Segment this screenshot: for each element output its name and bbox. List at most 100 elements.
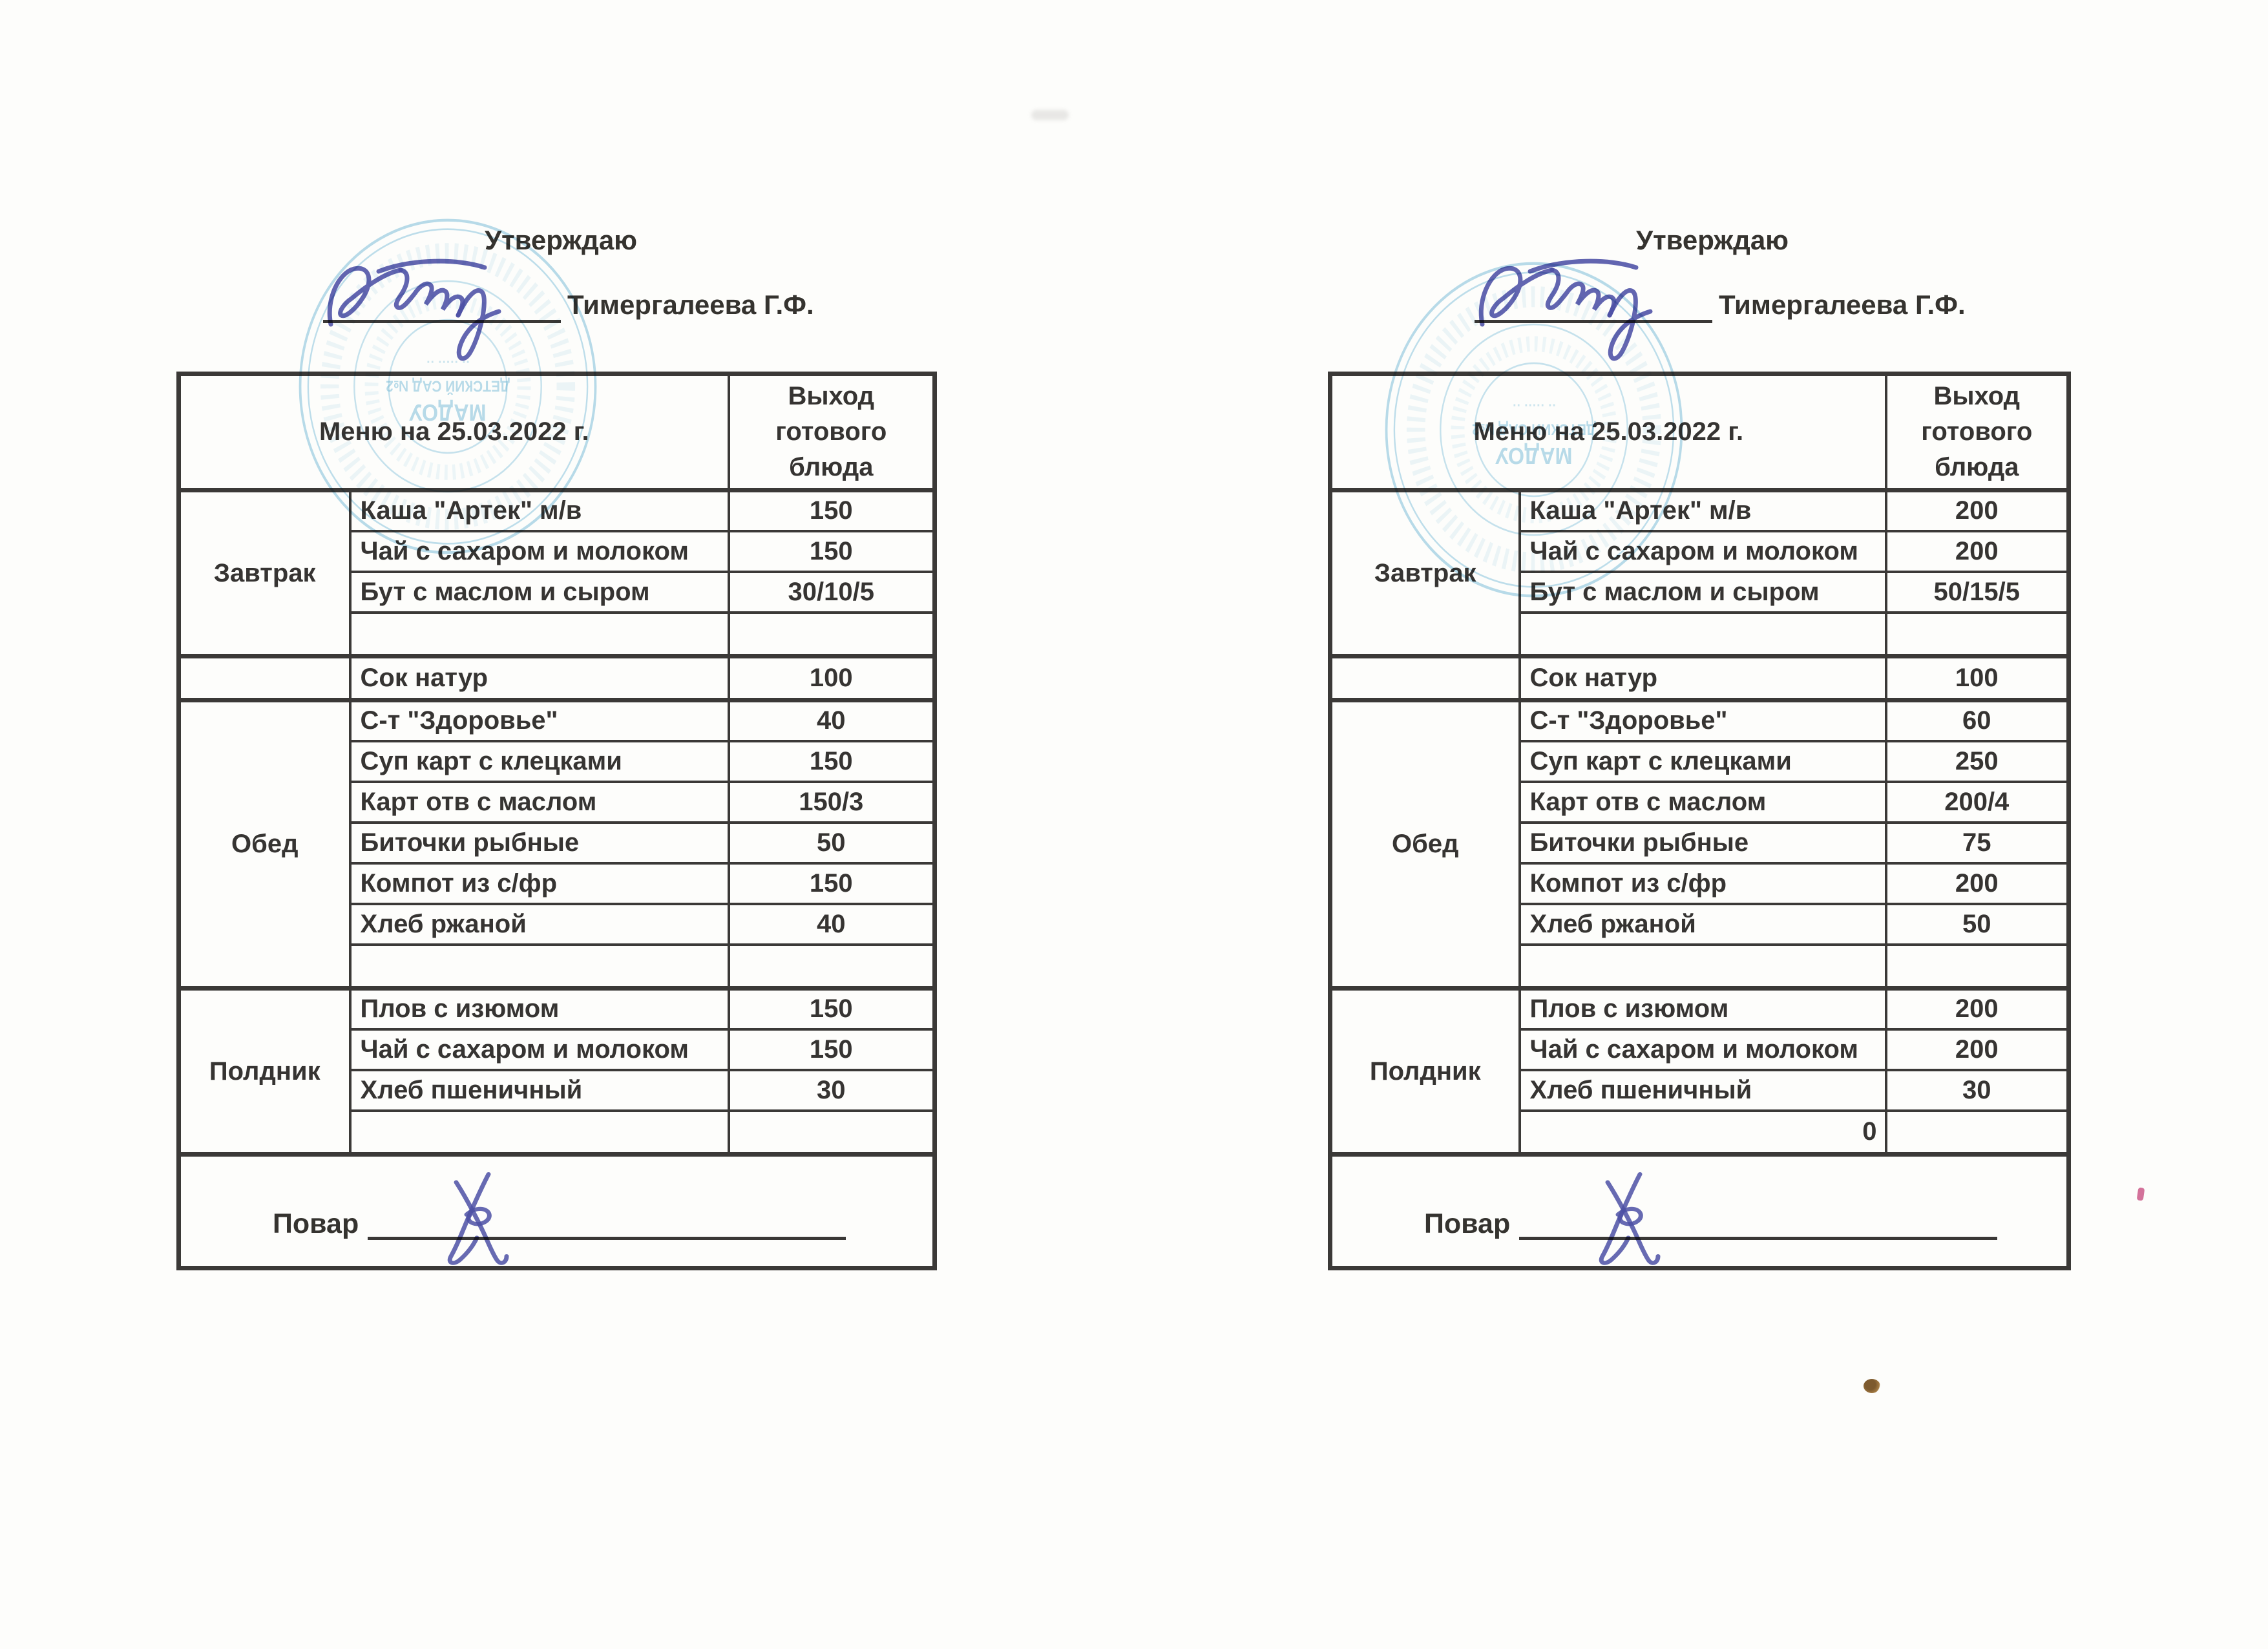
dish-cell: Хлеб ржаной bbox=[348, 902, 730, 946]
dish-cell: Чай с сахаром и молоком bbox=[348, 529, 730, 573]
table-row: Суп карт с клецками 150 bbox=[179, 739, 936, 783]
dish-cell bbox=[1518, 611, 1887, 658]
table-row: Чай с сахаром и молоком 200 bbox=[1330, 1027, 2070, 1071]
dish-cell bbox=[348, 943, 730, 990]
table-row bbox=[179, 611, 936, 658]
director-signature bbox=[327, 258, 501, 361]
director-signature-line bbox=[323, 290, 561, 323]
dish-cell: Суп карт с клецками bbox=[1518, 739, 1887, 783]
section-cell-breakfast: Завтрак bbox=[177, 488, 352, 658]
output-cell: 60 bbox=[1884, 698, 2070, 742]
approve-heading: Утверждаю bbox=[1635, 225, 1789, 255]
table-row: Чай с сахаром и молоком 200 bbox=[1330, 529, 2070, 573]
output-cell: 40 bbox=[727, 902, 936, 946]
table-row: Чай с сахаром и молоком 150 bbox=[179, 529, 936, 573]
section-cell-juice bbox=[1328, 654, 1521, 702]
dish-cell: Чай с сахаром и молоком bbox=[1518, 1027, 1887, 1071]
approve-heading: Утверждаю bbox=[484, 225, 638, 255]
dish-cell: С-т "Здоровье" bbox=[1518, 698, 1887, 742]
output-cell: 150 bbox=[727, 739, 936, 783]
cook-signature bbox=[447, 1172, 509, 1265]
section-cell-juice bbox=[177, 654, 352, 702]
dish-cell: Карт отв с маслом bbox=[1518, 780, 1887, 824]
output-cell: 50/15/5 bbox=[1884, 570, 2070, 614]
table-row: Биточки рыбные 50 bbox=[179, 821, 936, 865]
menu-document-left: Утверждаю Тимергалеева Г.Ф. МАДОУ ДЕТСКИ… bbox=[176, 0, 1310, 1649]
cook-signature bbox=[1599, 1172, 1661, 1265]
output-cell: 200/4 bbox=[1884, 780, 2070, 824]
dish-cell: Плов с изюмом bbox=[348, 986, 730, 1031]
output-cell: 150/3 bbox=[727, 780, 936, 824]
dish-cell: Плов с изюмом bbox=[1518, 986, 1887, 1031]
scan-smudge bbox=[1031, 110, 1069, 120]
approver-name: Тимергалеева Г.Ф. bbox=[567, 289, 814, 320]
output-cell: 30 bbox=[727, 1068, 936, 1112]
table-row: 0 bbox=[1330, 1109, 2070, 1156]
table-row: Полдник Плов с изюмом 200 bbox=[1328, 986, 2070, 1156]
output-cell: 200 bbox=[1884, 488, 2070, 532]
round-stamp: МАДОУ ДЕТСКИЙ САД №2 ·· ····· ·· bbox=[1385, 262, 1683, 598]
output-cell: 50 bbox=[1884, 902, 2070, 946]
cook-label: Повар bbox=[1424, 1208, 1511, 1239]
output-cell: 30/10/5 bbox=[727, 570, 936, 614]
output-cell: 150 bbox=[727, 986, 936, 1031]
dish-cell bbox=[348, 611, 730, 658]
table-row: Завтрак Каша "Артек" м/в 200 bbox=[1328, 488, 2070, 658]
output-cell bbox=[1884, 1109, 2070, 1156]
table-row: Компот из с/фр 200 bbox=[1330, 861, 2070, 905]
dish-cell bbox=[1518, 943, 1887, 990]
cook-label: Повар bbox=[273, 1208, 359, 1239]
output-cell: 200 bbox=[1884, 529, 2070, 573]
menu-document-right: Утверждаю Тимергалеева Г.Ф. МАДОУ ДЕТСКИ… bbox=[1328, 0, 2268, 1649]
output-header-cell: Выход готового блюда bbox=[727, 372, 936, 492]
table-row: Хлеб пшеничный 30 bbox=[1330, 1068, 2070, 1112]
output-cell: 150 bbox=[727, 861, 936, 905]
output-cell: 75 bbox=[1884, 821, 2070, 865]
table-row: Сок натур 100 bbox=[177, 654, 936, 702]
dish-cell: С-т "Здоровье" bbox=[348, 698, 730, 742]
dish-cell: Каша "Артек" м/в bbox=[1518, 488, 1887, 532]
cook-row: Повар bbox=[1328, 1152, 2070, 1270]
dish-cell: Суп карт с клецками bbox=[348, 739, 730, 783]
section-cell-snack: Полдник bbox=[1328, 986, 1521, 1156]
dish-cell: Чай с сахаром и молоком bbox=[348, 1027, 730, 1071]
dish-cell: Чай с сахаром и молоком bbox=[1518, 529, 1887, 573]
stamp-center-line-2: ДЕТСКИЙ САД №2 bbox=[1472, 421, 1596, 437]
dish-cell: Хлеб пшеничный bbox=[348, 1068, 730, 1112]
stamp-center-line-1: МАДОУ bbox=[409, 399, 487, 425]
section-cell-lunch: Обед bbox=[1328, 698, 1521, 990]
dish-cell: Компот из с/фр bbox=[1518, 861, 1887, 905]
dish-cell: Бут с маслом и сыром bbox=[1518, 570, 1887, 614]
dish-cell: Компот из с/фр bbox=[348, 861, 730, 905]
table-row: Карт отв с маслом 150/3 bbox=[179, 780, 936, 824]
output-cell bbox=[1884, 943, 2070, 990]
output-cell bbox=[727, 943, 936, 990]
output-cell: 250 bbox=[1884, 739, 2070, 783]
table-row: Обед С-т "Здоровье" 40 bbox=[177, 698, 936, 990]
table-row: Хлеб ржаной 40 bbox=[179, 902, 936, 946]
dish-cell: Сок натур bbox=[348, 654, 730, 702]
table-row bbox=[1330, 943, 2070, 990]
output-header-cell: Выход готового блюда bbox=[1884, 372, 2070, 492]
output-cell: 150 bbox=[727, 488, 936, 532]
section-cell-snack: Полдник bbox=[177, 986, 352, 1156]
table-row: Чай с сахаром и молоком 150 bbox=[179, 1027, 936, 1071]
table-row: Компот из с/фр 150 bbox=[179, 861, 936, 905]
dish-cell: 0 bbox=[1518, 1109, 1887, 1156]
menu-table: Меню на 25.03.2022 г. Выход готового блюд… bbox=[176, 372, 938, 1270]
output-cell: 50 bbox=[727, 821, 936, 865]
section-cell-lunch: Обед bbox=[177, 698, 352, 990]
table-row bbox=[1330, 611, 2070, 658]
output-cell: 100 bbox=[1884, 654, 2070, 702]
output-cell: 150 bbox=[727, 1027, 936, 1071]
dish-cell: Биточки рыбные bbox=[1518, 821, 1887, 865]
table-row bbox=[179, 943, 936, 990]
cook-signature-line bbox=[368, 1210, 846, 1240]
dish-cell: Хлеб ржаной bbox=[1518, 902, 1887, 946]
output-cell: 200 bbox=[1884, 986, 2070, 1031]
scan-speck bbox=[1864, 1379, 1880, 1393]
output-cell: 200 bbox=[1884, 861, 2070, 905]
dish-cell: Хлеб пшеничный bbox=[1518, 1068, 1887, 1112]
dish-cell bbox=[348, 1109, 730, 1156]
